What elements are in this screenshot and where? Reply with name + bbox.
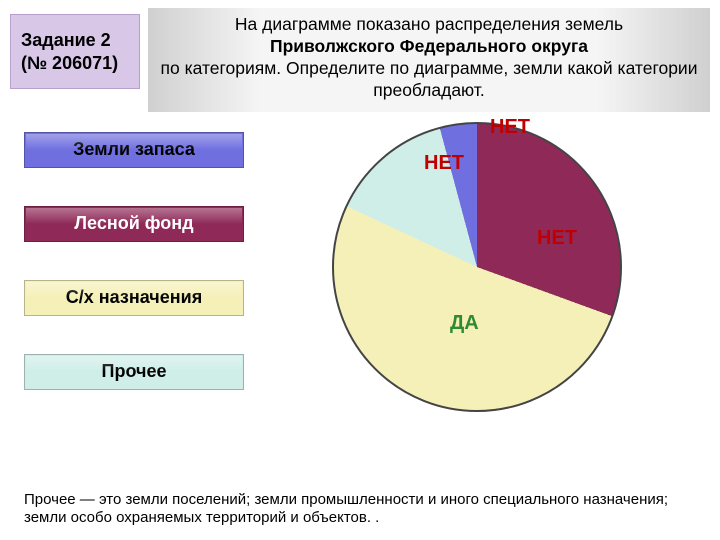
title-line3: по категориям. Определите по диаграмме, … [160, 58, 698, 102]
pie-label-2: НЕТ [537, 227, 577, 250]
btn-other[interactable]: Прочее [24, 354, 244, 390]
btn-forest[interactable]: Лесной фонд [24, 206, 244, 242]
chart-area: НЕТ НЕТ НЕТ ДА [284, 126, 710, 412]
pie-chart [332, 122, 622, 412]
pie-label-1: НЕТ [424, 152, 464, 175]
btn-agri[interactable]: С/х назначения [24, 280, 244, 316]
btn-reserve[interactable]: Земли запаса [24, 132, 244, 168]
task-line1: Задание 2 [21, 29, 129, 52]
task-badge: Задание 2 (№ 206071) [10, 14, 140, 89]
footnote: Прочее — это земли поселений; земли пром… [24, 491, 690, 529]
title-line1: На диаграмме показано распределения земе… [160, 14, 698, 36]
btn-forest-label: Лесной фонд [74, 213, 193, 234]
category-buttons: Земли запаса Лесной фонд С/х назначения … [24, 126, 284, 412]
btn-other-label: Прочее [102, 361, 167, 382]
pie-label-0: НЕТ [490, 116, 530, 139]
btn-agri-label: С/х назначения [66, 287, 202, 308]
title-line2: Приволжского Федерального округа [160, 36, 698, 58]
content-area: Земли запаса Лесной фонд С/х назначения … [0, 112, 720, 412]
header-row: Задание 2 (№ 206071) На диаграмме показа… [0, 0, 720, 112]
task-line2: (№ 206071) [21, 52, 129, 75]
btn-reserve-label: Земли запаса [73, 139, 195, 160]
title-box: На диаграмме показано распределения земе… [148, 8, 710, 112]
pie-label-3: ДА [450, 312, 479, 335]
pie-wrap: НЕТ НЕТ НЕТ ДА [332, 122, 622, 412]
